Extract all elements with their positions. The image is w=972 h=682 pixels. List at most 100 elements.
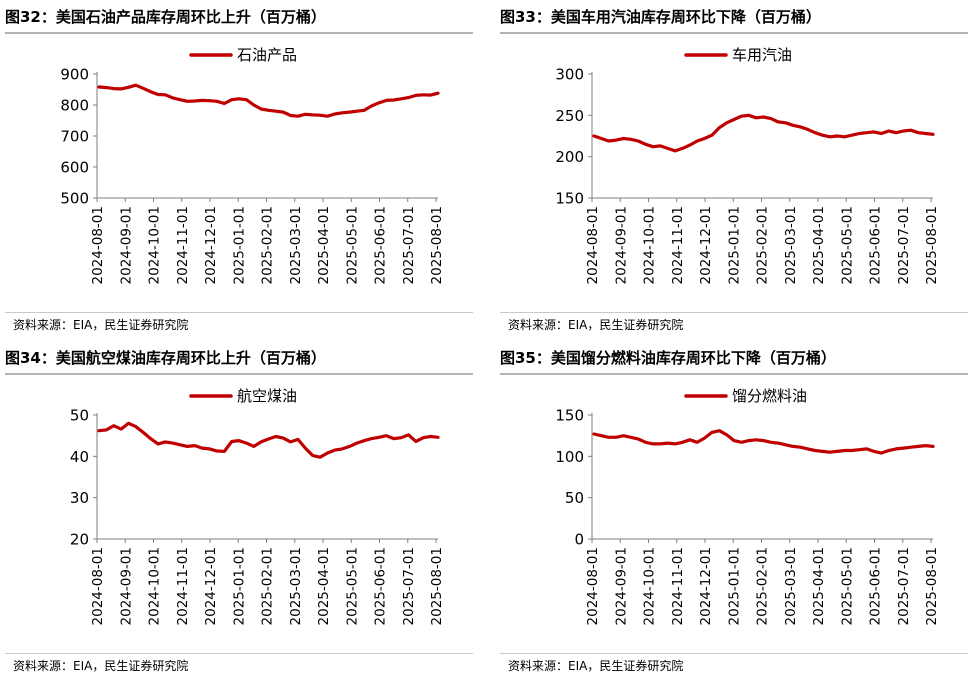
x-tick-label: 2025-05-01 xyxy=(839,547,855,625)
chart-panel-4: 图35：美国馏分燃料油库存周环比下降（百万桶） 0 50 100 150 2024-08… xyxy=(500,341,968,682)
series-line xyxy=(97,83,440,118)
title-rule xyxy=(5,373,473,375)
line-chart-3: 20 30 40 50 2024-08-01 2024-09-01 2024-10-01 20… xyxy=(70,387,445,625)
x-tick-label: 2025-06-01 xyxy=(868,206,884,284)
x-tick-label: 2024-10-01 xyxy=(642,547,658,625)
x-tick-label: 2024-09-01 xyxy=(118,547,134,625)
line-chart-1: 500 600 700 800 900 2024-08-01 2024-09-01 2024-… xyxy=(60,46,445,284)
source-rule xyxy=(500,312,968,313)
x-tick-label: 2024-08-01 xyxy=(90,547,106,625)
chart-title: 图35：美国馏分燃料油库存周环比下降（百万桶） xyxy=(500,349,836,367)
x-tick-label: 2025-08-01 xyxy=(429,547,445,625)
x-tick-label: 2025-01-01 xyxy=(726,206,742,284)
x-tick-label: 2025-02-01 xyxy=(755,206,771,284)
x-tick-label: 2025-04-01 xyxy=(811,206,827,284)
y-tick-label: 300 xyxy=(555,66,584,84)
x-tick-label: 2024-08-01 xyxy=(90,206,106,284)
x-tick-label: 2025-04-01 xyxy=(811,547,827,625)
source-rule xyxy=(5,312,473,313)
x-tick-label: 2024-12-01 xyxy=(698,206,714,284)
chart-title: 图34：美国航空煤油库存周环比上升（百万桶） xyxy=(5,349,326,367)
y-tick-label: 500 xyxy=(60,190,89,208)
x-tick-label: 2025-02-01 xyxy=(260,547,276,625)
y-tick-label: 700 xyxy=(60,128,89,146)
source-rule xyxy=(500,653,968,654)
y-tick-label: 900 xyxy=(60,66,89,84)
x-tick-label: 2025-08-01 xyxy=(924,547,940,625)
y-tick-label: 150 xyxy=(555,190,584,208)
y-tick-label: 800 xyxy=(60,97,89,115)
x-tick-label: 2025-08-01 xyxy=(924,206,940,284)
y-tick-label: 600 xyxy=(60,159,89,177)
source-note: 资料来源：EIA，民生证券研究院 xyxy=(13,318,189,332)
x-tick-label: 2025-07-01 xyxy=(896,547,912,625)
x-tick-label: 2025-03-01 xyxy=(288,547,304,625)
x-tick-label: 2024-12-01 xyxy=(203,206,219,284)
x-tick-label: 2025-07-01 xyxy=(401,547,417,625)
x-tick-label: 2025-08-01 xyxy=(429,206,445,284)
chart-panel-3: 图34：美国航空煤油库存周环比上升（百万桶） 20 30 40 50 2024-08-0… xyxy=(5,341,473,682)
x-tick-label: 2025-05-01 xyxy=(344,206,360,284)
y-tick-label: 50 xyxy=(565,489,584,507)
x-tick-label: 2024-09-01 xyxy=(118,206,134,284)
y-tick-label: 0 xyxy=(574,531,584,549)
y-tick-label: 200 xyxy=(555,148,584,166)
legend-label: 车用汽油 xyxy=(732,46,792,64)
series-line xyxy=(592,429,935,455)
title-rule xyxy=(500,32,968,34)
line-chart-4: 0 50 100 150 2024-08-01 2024-09-01 2024-10-01 2… xyxy=(555,387,940,625)
y-tick-label: 20 xyxy=(70,531,89,549)
x-tick-label: 2025-07-01 xyxy=(401,206,417,284)
y-tick-label: 40 xyxy=(70,448,89,466)
y-tick-label: 250 xyxy=(555,107,584,125)
legend-label: 航空煤油 xyxy=(237,387,297,405)
source-note: 资料来源：EIA，民生证券研究院 xyxy=(508,318,684,332)
legend-label: 石油产品 xyxy=(237,46,297,64)
chart-title: 图32：美国石油产品库存周环比上升（百万桶） xyxy=(5,8,326,26)
chart-panel-1: 图32：美国石油产品库存周环比上升（百万桶） 500 600 700 800 900 20… xyxy=(5,0,473,341)
title-rule xyxy=(500,373,968,375)
x-tick-label: 2024-11-01 xyxy=(670,547,686,625)
x-tick-label: 2025-04-01 xyxy=(316,206,332,284)
x-tick-label: 2025-05-01 xyxy=(344,547,360,625)
x-tick-label: 2024-09-01 xyxy=(613,206,629,284)
x-tick-label: 2024-10-01 xyxy=(642,206,658,284)
y-tick-label: 30 xyxy=(70,489,89,507)
source-rule xyxy=(5,653,473,654)
x-tick-label: 2025-05-01 xyxy=(839,206,855,284)
x-tick-label: 2024-12-01 xyxy=(203,547,219,625)
x-tick-label: 2025-01-01 xyxy=(726,547,742,625)
x-tick-label: 2025-01-01 xyxy=(231,206,247,284)
x-tick-label: 2024-11-01 xyxy=(175,547,191,625)
x-tick-label: 2024-11-01 xyxy=(670,206,686,284)
x-tick-label: 2024-08-01 xyxy=(585,206,601,284)
x-tick-label: 2025-01-01 xyxy=(231,547,247,625)
x-tick-label: 2024-12-01 xyxy=(698,547,714,625)
x-tick-label: 2025-06-01 xyxy=(373,206,389,284)
x-tick-label: 2025-03-01 xyxy=(288,206,304,284)
source-note: 资料来源：EIA，民生证券研究院 xyxy=(508,659,684,673)
x-tick-label: 2025-07-01 xyxy=(896,206,912,284)
title-rule xyxy=(5,32,473,34)
x-tick-label: 2024-09-01 xyxy=(613,547,629,625)
x-tick-label: 2025-04-01 xyxy=(316,547,332,625)
x-tick-label: 2024-11-01 xyxy=(175,206,191,284)
line-chart-2: 150 200 250 300 2024-08-01 2024-09-01 2024-10-… xyxy=(555,46,940,284)
x-tick-label: 2025-06-01 xyxy=(868,547,884,625)
legend-label: 馏分燃料油 xyxy=(732,387,807,405)
x-tick-label: 2025-03-01 xyxy=(783,206,799,284)
series-line xyxy=(97,421,440,459)
source-note: 资料来源：EIA，民生证券研究院 xyxy=(13,659,189,673)
x-tick-label: 2025-03-01 xyxy=(783,547,799,625)
series-line xyxy=(592,113,935,153)
x-tick-label: 2025-02-01 xyxy=(755,547,771,625)
y-tick-label: 50 xyxy=(70,407,89,425)
chart-panel-2: 图33：美国车用汽油库存周环比下降（百万桶） 150 200 250 300 2024-… xyxy=(500,0,968,341)
x-tick-label: 2024-10-01 xyxy=(147,206,163,284)
x-tick-label: 2024-10-01 xyxy=(147,547,163,625)
x-tick-label: 2025-06-01 xyxy=(373,547,389,625)
chart-title: 图33：美国车用汽油库存周环比下降（百万桶） xyxy=(500,8,821,26)
x-tick-label: 2025-02-01 xyxy=(260,206,276,284)
x-tick-label: 2024-08-01 xyxy=(585,547,601,625)
y-tick-label: 150 xyxy=(555,407,584,425)
